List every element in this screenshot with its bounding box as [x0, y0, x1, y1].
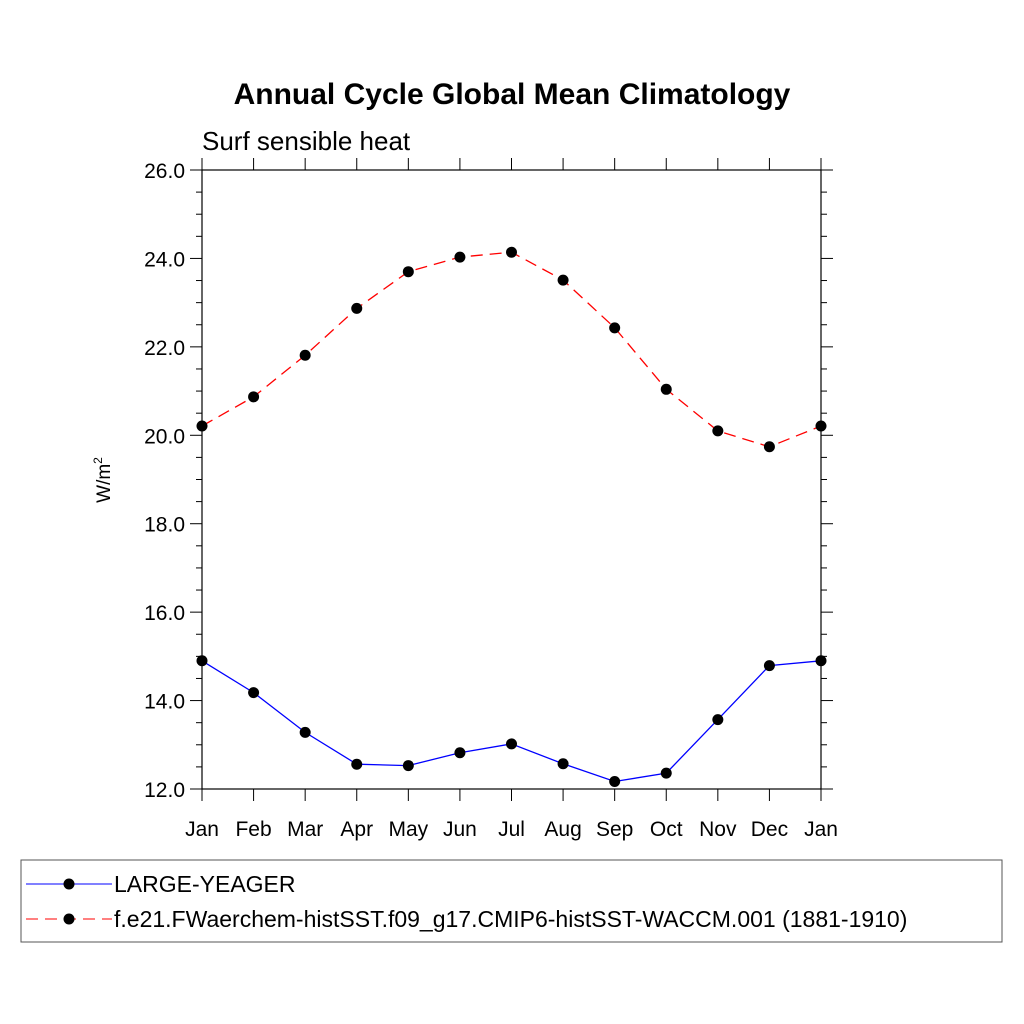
- x-tick-label: Jan: [185, 818, 219, 841]
- data-series: [196, 246, 827, 787]
- data-point: [299, 726, 311, 738]
- x-tick-label: Oct: [650, 818, 683, 841]
- y-tick-label: 22.0: [144, 337, 185, 360]
- data-point: [763, 660, 775, 672]
- data-point: [299, 349, 311, 361]
- legend-label-large-yeager: LARGE-YEAGER: [114, 871, 296, 897]
- data-point: [454, 251, 466, 263]
- x-tick-label: Feb: [235, 818, 271, 841]
- y-axis-title: W/m2: [91, 457, 115, 503]
- y-tick-label: 14.0: [144, 691, 185, 714]
- chart-subtitle: Surf sensible heat: [202, 126, 411, 156]
- data-point: [454, 747, 466, 759]
- y-tick-label: 18.0: [144, 514, 185, 537]
- data-point: [248, 687, 260, 699]
- data-point: [712, 714, 724, 726]
- x-tick-label: Jun: [443, 818, 477, 841]
- y-tick-label: 16.0: [144, 602, 185, 625]
- y-tick-labels: 12.0 14.0 16.0 18.0 20.0 22.0 24.0 26.0: [144, 160, 185, 802]
- x-tick-label: Nov: [699, 818, 737, 841]
- y-tick-label: 26.0: [144, 160, 185, 183]
- legend-box: [20, 859, 1003, 943]
- x-tick-label: Mar: [287, 818, 323, 841]
- y-axis-title-base: W/m: [94, 464, 115, 503]
- y-tick-label: 12.0: [144, 779, 185, 802]
- x-tick-label: Sep: [596, 818, 633, 841]
- x-tick-label: Dec: [751, 818, 788, 841]
- series-1: [196, 246, 827, 453]
- x-tick-label: Jan: [804, 818, 838, 841]
- data-point: [402, 266, 414, 278]
- x-tick-label: May: [388, 818, 428, 841]
- series-line: [201, 251, 822, 448]
- legend: LARGE-YEAGER f.e21.FWaerchem-histSST.f09…: [20, 859, 1003, 943]
- data-point: [609, 322, 621, 334]
- data-point: [506, 246, 517, 258]
- chart-title: Annual Cycle Global Mean Climatology: [234, 78, 791, 111]
- legend-marker-waccm: [63, 913, 75, 925]
- x-tick-label: Aug: [544, 818, 581, 841]
- x-tick-label: Jul: [498, 818, 525, 841]
- data-point: [609, 775, 621, 787]
- data-point: [557, 274, 569, 286]
- data-point: [660, 767, 672, 779]
- y-tick-label: 20.0: [144, 425, 185, 448]
- data-point: [351, 302, 363, 314]
- data-point: [351, 758, 363, 770]
- data-point: [557, 758, 569, 770]
- axis-ticks: [190, 158, 833, 801]
- plot-frame: [201, 169, 822, 790]
- series-0: [196, 655, 827, 787]
- x-tick-label: Apr: [340, 818, 373, 841]
- data-point: [712, 425, 724, 437]
- y-axis-title-superscript: 2: [91, 457, 105, 464]
- legend-marker-large-yeager: [63, 878, 75, 890]
- x-tick-labels: Jan Feb Mar Apr May Jun Jul Aug Sep Oct Nov Dec Jan: [185, 818, 838, 841]
- data-point: [402, 760, 414, 772]
- data-point: [506, 738, 517, 750]
- legend-label-waccm: f.e21.FWaerchem-histSST.f09_g17.CMIP6-hi…: [114, 906, 907, 932]
- y-tick-label: 24.0: [144, 248, 185, 271]
- svg-text:W/m2: W/m2: [91, 457, 115, 503]
- data-point: [763, 441, 775, 453]
- series-line: [201, 660, 822, 783]
- data-point: [248, 391, 260, 403]
- data-point: [660, 383, 672, 395]
